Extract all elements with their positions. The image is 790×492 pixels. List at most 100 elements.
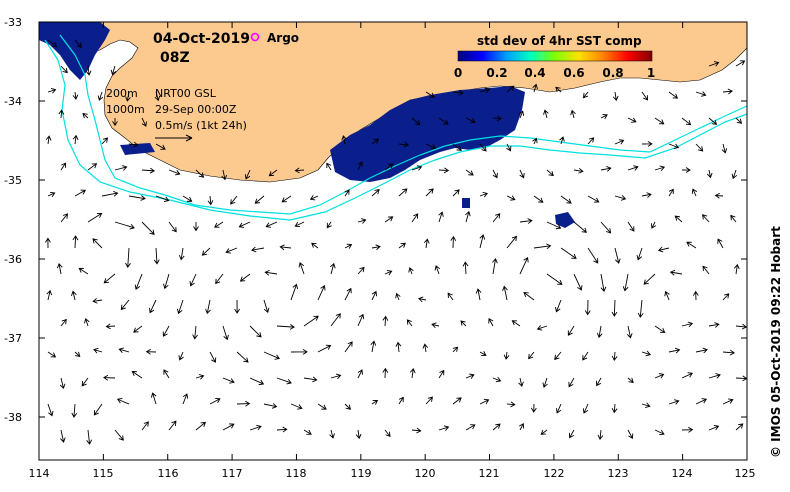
current-arrow [384,429,391,438]
current-arrow [582,91,589,99]
current-arrow [114,429,124,441]
current-arrow [326,162,332,171]
current-arrow [74,189,87,197]
current-arrow [281,195,292,203]
current-arrow [222,325,229,341]
current-arrow [93,347,103,354]
current-arrow [555,86,562,93]
current-arrow [706,169,713,179]
current-arrow [475,288,482,301]
current-arrow [344,287,352,301]
current-arrow [290,403,303,410]
current-arrow [382,315,389,327]
current-arrow [128,141,139,148]
current-arrow [611,351,618,362]
current-arrow [93,403,103,416]
current-arrow [192,325,198,340]
current-arrow [614,195,627,201]
current-arrow [110,65,117,76]
current-arrow [294,167,305,174]
current-arrow [254,195,265,204]
current-arrow [735,60,746,67]
current-arrow [46,289,53,301]
current-arrow [276,426,288,433]
current-arrow [681,167,691,173]
current-arrow [303,315,319,327]
current-arrow [612,91,619,102]
current-arrow [222,423,235,431]
current-arrow [357,218,367,224]
current-arrow [92,238,103,249]
x-tick-label: 120 [415,467,436,480]
current-arrow [205,299,211,315]
current-arrow [155,143,166,150]
current-arrow [654,325,666,333]
current-arrow [674,215,683,223]
current-arrow [708,61,720,67]
current-arrow [317,344,332,353]
current-arrow [465,210,471,223]
current-arrow [195,374,205,380]
x-tick-label: 118 [286,467,307,480]
current-arrow [695,347,708,354]
current-arrow [398,396,404,405]
current-arrow [72,235,79,249]
current-arrow [344,341,353,353]
current-arrow [502,285,508,301]
current-arrow [506,401,516,408]
current-arrow [641,141,653,147]
current-arrow [611,299,618,317]
current-arrow [641,192,652,198]
current-arrow [60,318,67,327]
current-arrow [141,167,156,174]
current-arrow [479,191,489,198]
current-arrow [265,221,278,228]
current-arrow [568,429,575,439]
current-arrow [238,221,251,228]
current-arrow [384,216,394,223]
current-arrow [236,351,249,363]
current-arrow [59,377,66,390]
current-arrow [153,247,160,265]
x-tick-label: 114 [29,467,50,480]
current-arrow [357,266,365,275]
current-arrow [695,398,708,405]
current-arrow [554,351,562,361]
current-arrow [492,423,501,431]
current-arrow [434,265,441,275]
current-arrow [234,299,240,314]
current-arrow [543,109,549,119]
current-arrow [450,235,457,249]
current-arrow [567,325,575,336]
current-arrow [722,398,734,405]
current-arrow [555,299,562,313]
current-arrow [627,429,634,439]
current-arrow [395,341,402,353]
current-arrow [536,325,548,331]
current-arrow [409,367,416,379]
current-arrow [668,91,679,99]
current-arrow [168,221,177,233]
current-arrow [425,143,437,150]
current-arrow [668,399,680,405]
current-arrow [452,346,459,353]
current-arrow [101,137,109,145]
current-arrow [465,117,476,124]
current-arrow [279,244,292,251]
y-tick-label: -38 [4,411,22,424]
current-arrow [182,393,189,405]
current-arrow [209,351,217,363]
current-arrow [425,188,434,197]
x-tick-label: 117 [222,467,243,480]
current-arrow [411,427,422,434]
current-arrow [149,299,157,314]
current-arrow [600,166,612,172]
map-time: 08Z [160,50,190,66]
current-arrow [465,424,476,431]
colorbar-tick-label: 0 [454,66,462,80]
current-arrow [294,221,305,228]
x-tick-label: 124 [672,467,693,480]
current-arrow [465,169,474,176]
current-arrow [533,243,552,250]
